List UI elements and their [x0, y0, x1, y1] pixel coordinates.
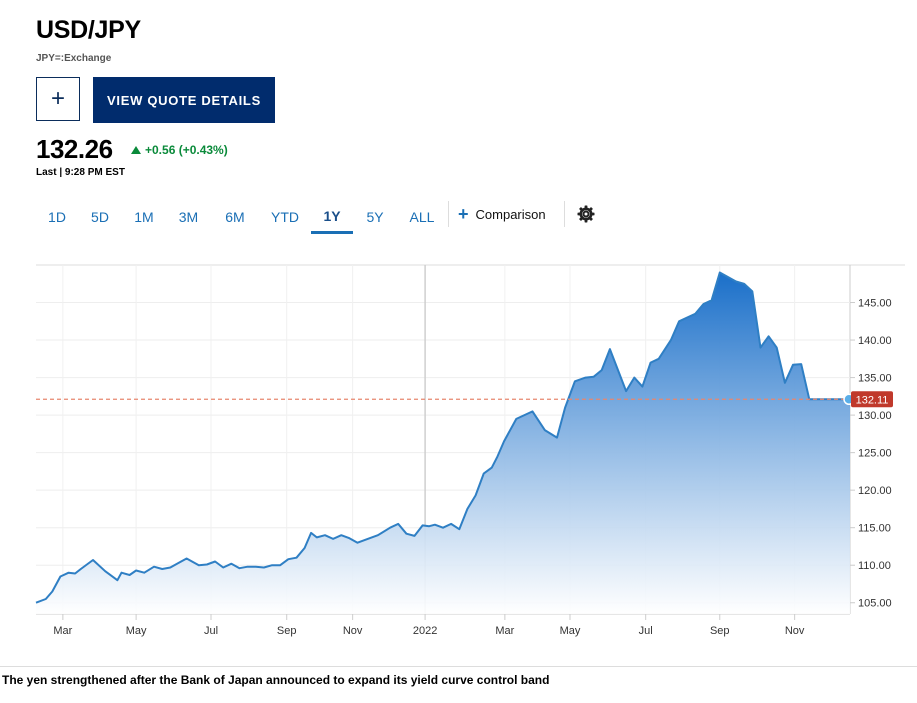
plus-icon: + — [50, 85, 65, 112]
comparison-label: Comparison — [475, 206, 546, 222]
last-price-badge — [851, 391, 893, 408]
x-tick-label: May — [126, 625, 147, 637]
price-chart: 105.00 110.00 115.00 120.00 125.00 130.00 135.… — [35, 264, 905, 637]
divider — [0, 666, 917, 667]
time-range-tabs: 1D 5D 1M 3M 6M YTD 1Y 5Y ALL — [36, 200, 447, 234]
y-tick-label: 135.00 — [858, 373, 892, 385]
y-tick-label: 110.00 — [858, 560, 891, 572]
tab-5d[interactable]: 5D — [91, 209, 109, 225]
divider — [564, 201, 565, 227]
view-quote-details-button[interactable]: VIEW QUOTE DETAILS — [93, 77, 275, 123]
x-tick-label: Sep — [710, 625, 730, 637]
y-tick-label: 125.00 — [858, 448, 892, 460]
x-tick-label: 2022 — [413, 625, 437, 637]
y-tick-label: 140.00 — [858, 335, 892, 347]
x-tick-label: Mar — [53, 625, 72, 637]
y-tick-label: 115.00 — [858, 523, 891, 535]
last-updated: Last | 9:28 PM EST — [36, 167, 125, 178]
tab-6m[interactable]: 6M — [225, 209, 245, 225]
tab-1d[interactable]: 1D — [48, 209, 66, 225]
gear-icon[interactable] — [576, 204, 596, 224]
x-tick-label: Sep — [277, 625, 297, 637]
tab-ytd[interactable]: YTD — [271, 209, 299, 225]
tab-1y[interactable]: 1Y — [311, 200, 353, 234]
y-tick-label: 130.00 — [858, 410, 892, 422]
y-tick-label: 105.00 — [858, 598, 892, 610]
y-tick-label: 145.00 — [858, 298, 892, 310]
chart-caption: The yen strengthened after the Bank of J… — [2, 673, 550, 687]
x-tick-label: Mar — [495, 625, 514, 637]
x-tick-label: Nov — [785, 625, 805, 637]
tab-1m[interactable]: 1M — [134, 209, 154, 225]
last-price-label: 132.11 — [856, 394, 889, 406]
tab-5y[interactable]: 5Y — [366, 209, 384, 225]
arrow-up-icon — [131, 146, 141, 154]
exchange-label: JPY=:Exchange — [36, 53, 112, 64]
series-area — [36, 272, 850, 614]
price: 132.26 — [36, 134, 113, 164]
x-tick-label: May — [560, 625, 581, 637]
divider — [448, 201, 449, 227]
price-change: +0.56 (+0.43%) — [131, 143, 228, 157]
x-tick-label: Jul — [639, 625, 653, 637]
plus-icon: + — [458, 204, 469, 224]
x-tick-label: Jul — [204, 625, 218, 637]
y-tick-label: 120.00 — [858, 485, 892, 497]
comparison-button[interactable]: + Comparison — [458, 205, 546, 223]
change-value: +0.56 (+0.43%) — [145, 143, 228, 157]
tab-all[interactable]: ALL — [409, 209, 435, 225]
page-title: USD/JPY — [36, 16, 141, 44]
x-tick-label: Nov — [343, 625, 363, 637]
add-to-watchlist-button[interactable]: + — [36, 77, 80, 121]
series-line — [35, 271, 850, 604]
tab-3m[interactable]: 3M — [178, 209, 199, 225]
